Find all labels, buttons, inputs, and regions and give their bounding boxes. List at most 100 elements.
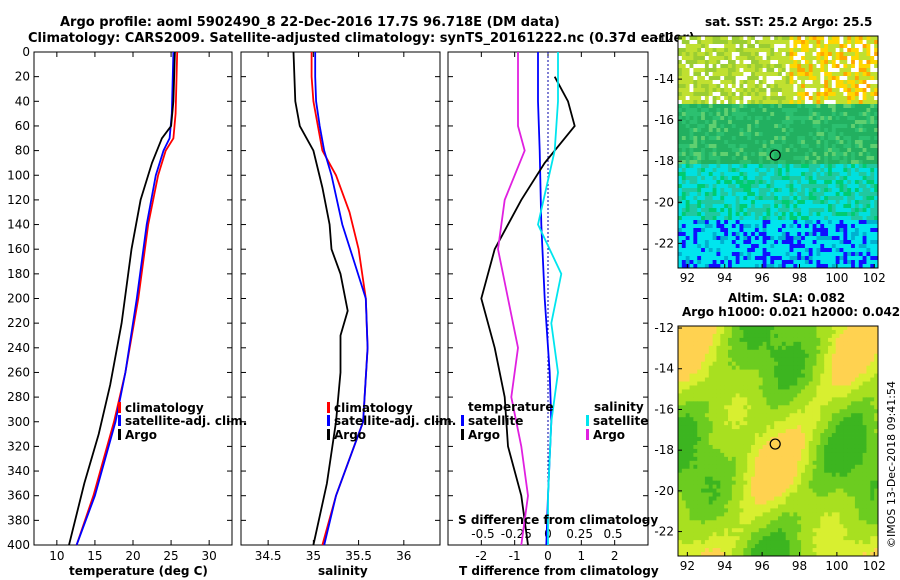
map-cell — [839, 381, 844, 386]
map-cell — [812, 88, 817, 93]
map-cell — [751, 409, 756, 414]
map-cell — [812, 132, 817, 137]
map-cell — [793, 172, 798, 177]
map-cell — [697, 452, 702, 458]
map-cell — [712, 116, 717, 121]
map-cell — [781, 373, 787, 378]
map-cell — [851, 260, 856, 265]
map-cell — [739, 381, 744, 386]
map-cell — [743, 148, 748, 153]
map-cell — [751, 124, 756, 129]
map-cell — [681, 96, 687, 101]
map-cell — [801, 373, 806, 378]
map-cell — [874, 172, 879, 177]
map-cell — [789, 48, 794, 53]
map-cell — [774, 260, 779, 265]
map-cell — [720, 144, 725, 149]
map-cell — [820, 92, 825, 97]
map-cell — [843, 236, 848, 241]
map-cell — [816, 140, 821, 145]
map-cell — [693, 220, 698, 225]
map-cell — [778, 192, 783, 197]
map-cell — [808, 260, 814, 265]
map-cell — [762, 393, 767, 398]
map-cell — [816, 353, 821, 359]
map-cell — [862, 448, 867, 454]
map-cell — [831, 337, 837, 343]
map-cell — [843, 260, 848, 265]
map-cell — [758, 385, 764, 390]
map-cell — [708, 144, 714, 149]
map-cell — [781, 256, 787, 261]
map-cell — [751, 160, 756, 165]
x-tick-label: 2 — [611, 549, 619, 563]
map-cell — [847, 236, 852, 241]
map-cell — [839, 337, 844, 343]
map-cell — [770, 120, 775, 125]
depth-tick-label: 60 — [15, 119, 30, 133]
map-cell — [735, 76, 740, 81]
map-cell — [766, 373, 771, 378]
map-cell — [758, 56, 764, 61]
map-cell — [820, 397, 825, 402]
map-cell — [770, 224, 775, 229]
map-cell — [735, 433, 740, 438]
map-cell — [751, 232, 756, 237]
salinity-axis-label: salinity — [318, 564, 368, 578]
map-cell — [678, 244, 683, 249]
map-cell — [697, 448, 702, 454]
map-cell — [712, 100, 717, 105]
map-cell — [862, 56, 867, 61]
map-cell — [697, 200, 702, 205]
map-cell — [681, 80, 687, 85]
map-cell — [824, 132, 829, 137]
map-cell — [758, 136, 764, 141]
map-cell — [854, 128, 860, 133]
map-cell — [689, 413, 694, 418]
map-cell — [766, 188, 771, 193]
map-cell — [724, 441, 729, 446]
map-cell — [720, 112, 725, 117]
map-cell — [735, 100, 740, 105]
map-cell — [708, 92, 714, 97]
map-cell — [866, 164, 871, 169]
map-cell — [762, 240, 767, 245]
map-frame — [677, 35, 879, 269]
map-cell — [820, 381, 825, 386]
map-cell — [754, 188, 760, 193]
salinity-panel: 34.5 35 35.5 36 — [240, 51, 441, 563]
map-cell — [812, 124, 817, 129]
map-cell — [835, 164, 840, 169]
map-cell — [689, 48, 694, 53]
map-cell — [728, 152, 733, 157]
map-cell — [708, 208, 714, 213]
map-cell — [812, 160, 817, 165]
map-cell — [685, 80, 690, 85]
map-cell — [781, 353, 787, 359]
map-cell — [820, 84, 825, 89]
map-cell — [701, 373, 706, 378]
map-cell — [712, 240, 717, 245]
map-cell — [731, 240, 737, 245]
map-cell — [735, 337, 740, 343]
map-cell — [681, 381, 687, 386]
map-cell — [708, 68, 714, 73]
map-cell — [789, 88, 794, 93]
map-cell — [854, 329, 860, 335]
map-cell — [851, 44, 856, 49]
map-cell — [754, 72, 760, 77]
map-cell — [678, 220, 683, 225]
map-cell — [762, 397, 767, 402]
lon-tick-label: 100 — [825, 271, 848, 285]
map-cell — [770, 353, 775, 359]
map-cell — [728, 349, 733, 355]
map-cell — [716, 44, 721, 49]
map-cell — [862, 76, 867, 81]
map-cell — [862, 116, 867, 121]
map-cell — [766, 377, 771, 382]
map-cell — [854, 228, 860, 233]
map-cell — [758, 264, 764, 269]
map-cell — [774, 361, 779, 367]
map-cell — [751, 349, 756, 355]
map-cell — [808, 224, 814, 229]
